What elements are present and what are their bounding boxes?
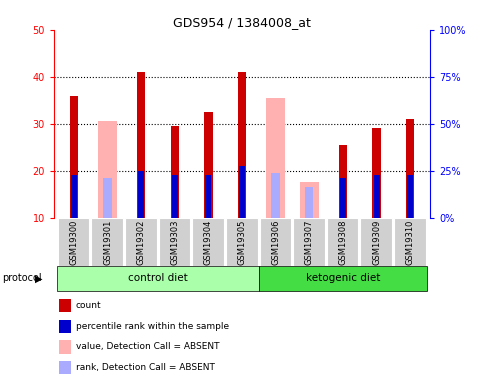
FancyBboxPatch shape [158, 218, 190, 266]
Text: GSM19302: GSM19302 [137, 219, 145, 265]
Bar [407, 176, 412, 217]
Text: percentile rank within the sample: percentile rank within the sample [76, 322, 228, 331]
Bar [405, 119, 413, 218]
Bar [204, 112, 212, 218]
FancyBboxPatch shape [360, 218, 391, 266]
FancyBboxPatch shape [125, 218, 156, 266]
Text: GSM19310: GSM19310 [405, 219, 414, 265]
Text: GSM19308: GSM19308 [338, 219, 346, 265]
Bar [239, 166, 244, 218]
Text: GSM19304: GSM19304 [203, 219, 212, 265]
Text: count: count [76, 301, 101, 310]
FancyBboxPatch shape [192, 218, 224, 266]
Text: protocol: protocol [2, 273, 42, 284]
Text: GSM19300: GSM19300 [69, 219, 78, 265]
Text: ketogenic diet: ketogenic diet [305, 273, 379, 284]
FancyBboxPatch shape [259, 218, 290, 266]
Bar [237, 72, 246, 217]
Text: rank, Detection Call = ABSENT: rank, Detection Call = ABSENT [76, 363, 214, 372]
Text: ▶: ▶ [35, 273, 42, 284]
FancyBboxPatch shape [58, 218, 89, 266]
Bar [305, 187, 313, 218]
Title: GDS954 / 1384008_at: GDS954 / 1384008_at [173, 16, 310, 29]
Bar [373, 176, 379, 217]
Bar [70, 96, 78, 218]
FancyBboxPatch shape [57, 266, 258, 291]
Bar [137, 72, 145, 217]
Text: GSM19307: GSM19307 [304, 219, 313, 265]
Bar [300, 182, 318, 218]
Bar [103, 178, 112, 218]
Text: GSM19309: GSM19309 [371, 219, 380, 265]
FancyBboxPatch shape [258, 266, 426, 291]
Bar [338, 145, 346, 218]
FancyBboxPatch shape [292, 218, 324, 266]
Bar [205, 176, 211, 217]
Text: value, Detection Call = ABSENT: value, Detection Call = ABSENT [76, 342, 219, 351]
FancyBboxPatch shape [326, 218, 358, 266]
Bar [371, 128, 380, 217]
Text: GSM19303: GSM19303 [170, 219, 179, 265]
Bar [98, 122, 117, 218]
FancyBboxPatch shape [393, 218, 425, 266]
Bar [171, 176, 178, 217]
Bar [138, 171, 144, 217]
Bar [170, 126, 179, 218]
Text: control diet: control diet [128, 273, 187, 284]
Text: GSM19306: GSM19306 [271, 219, 280, 265]
FancyBboxPatch shape [91, 218, 123, 266]
Text: GSM19301: GSM19301 [103, 219, 112, 265]
Bar [71, 176, 77, 217]
Bar [339, 178, 345, 218]
Text: GSM19305: GSM19305 [237, 219, 246, 265]
Bar [266, 98, 285, 218]
FancyBboxPatch shape [225, 218, 257, 266]
Bar [271, 173, 279, 217]
